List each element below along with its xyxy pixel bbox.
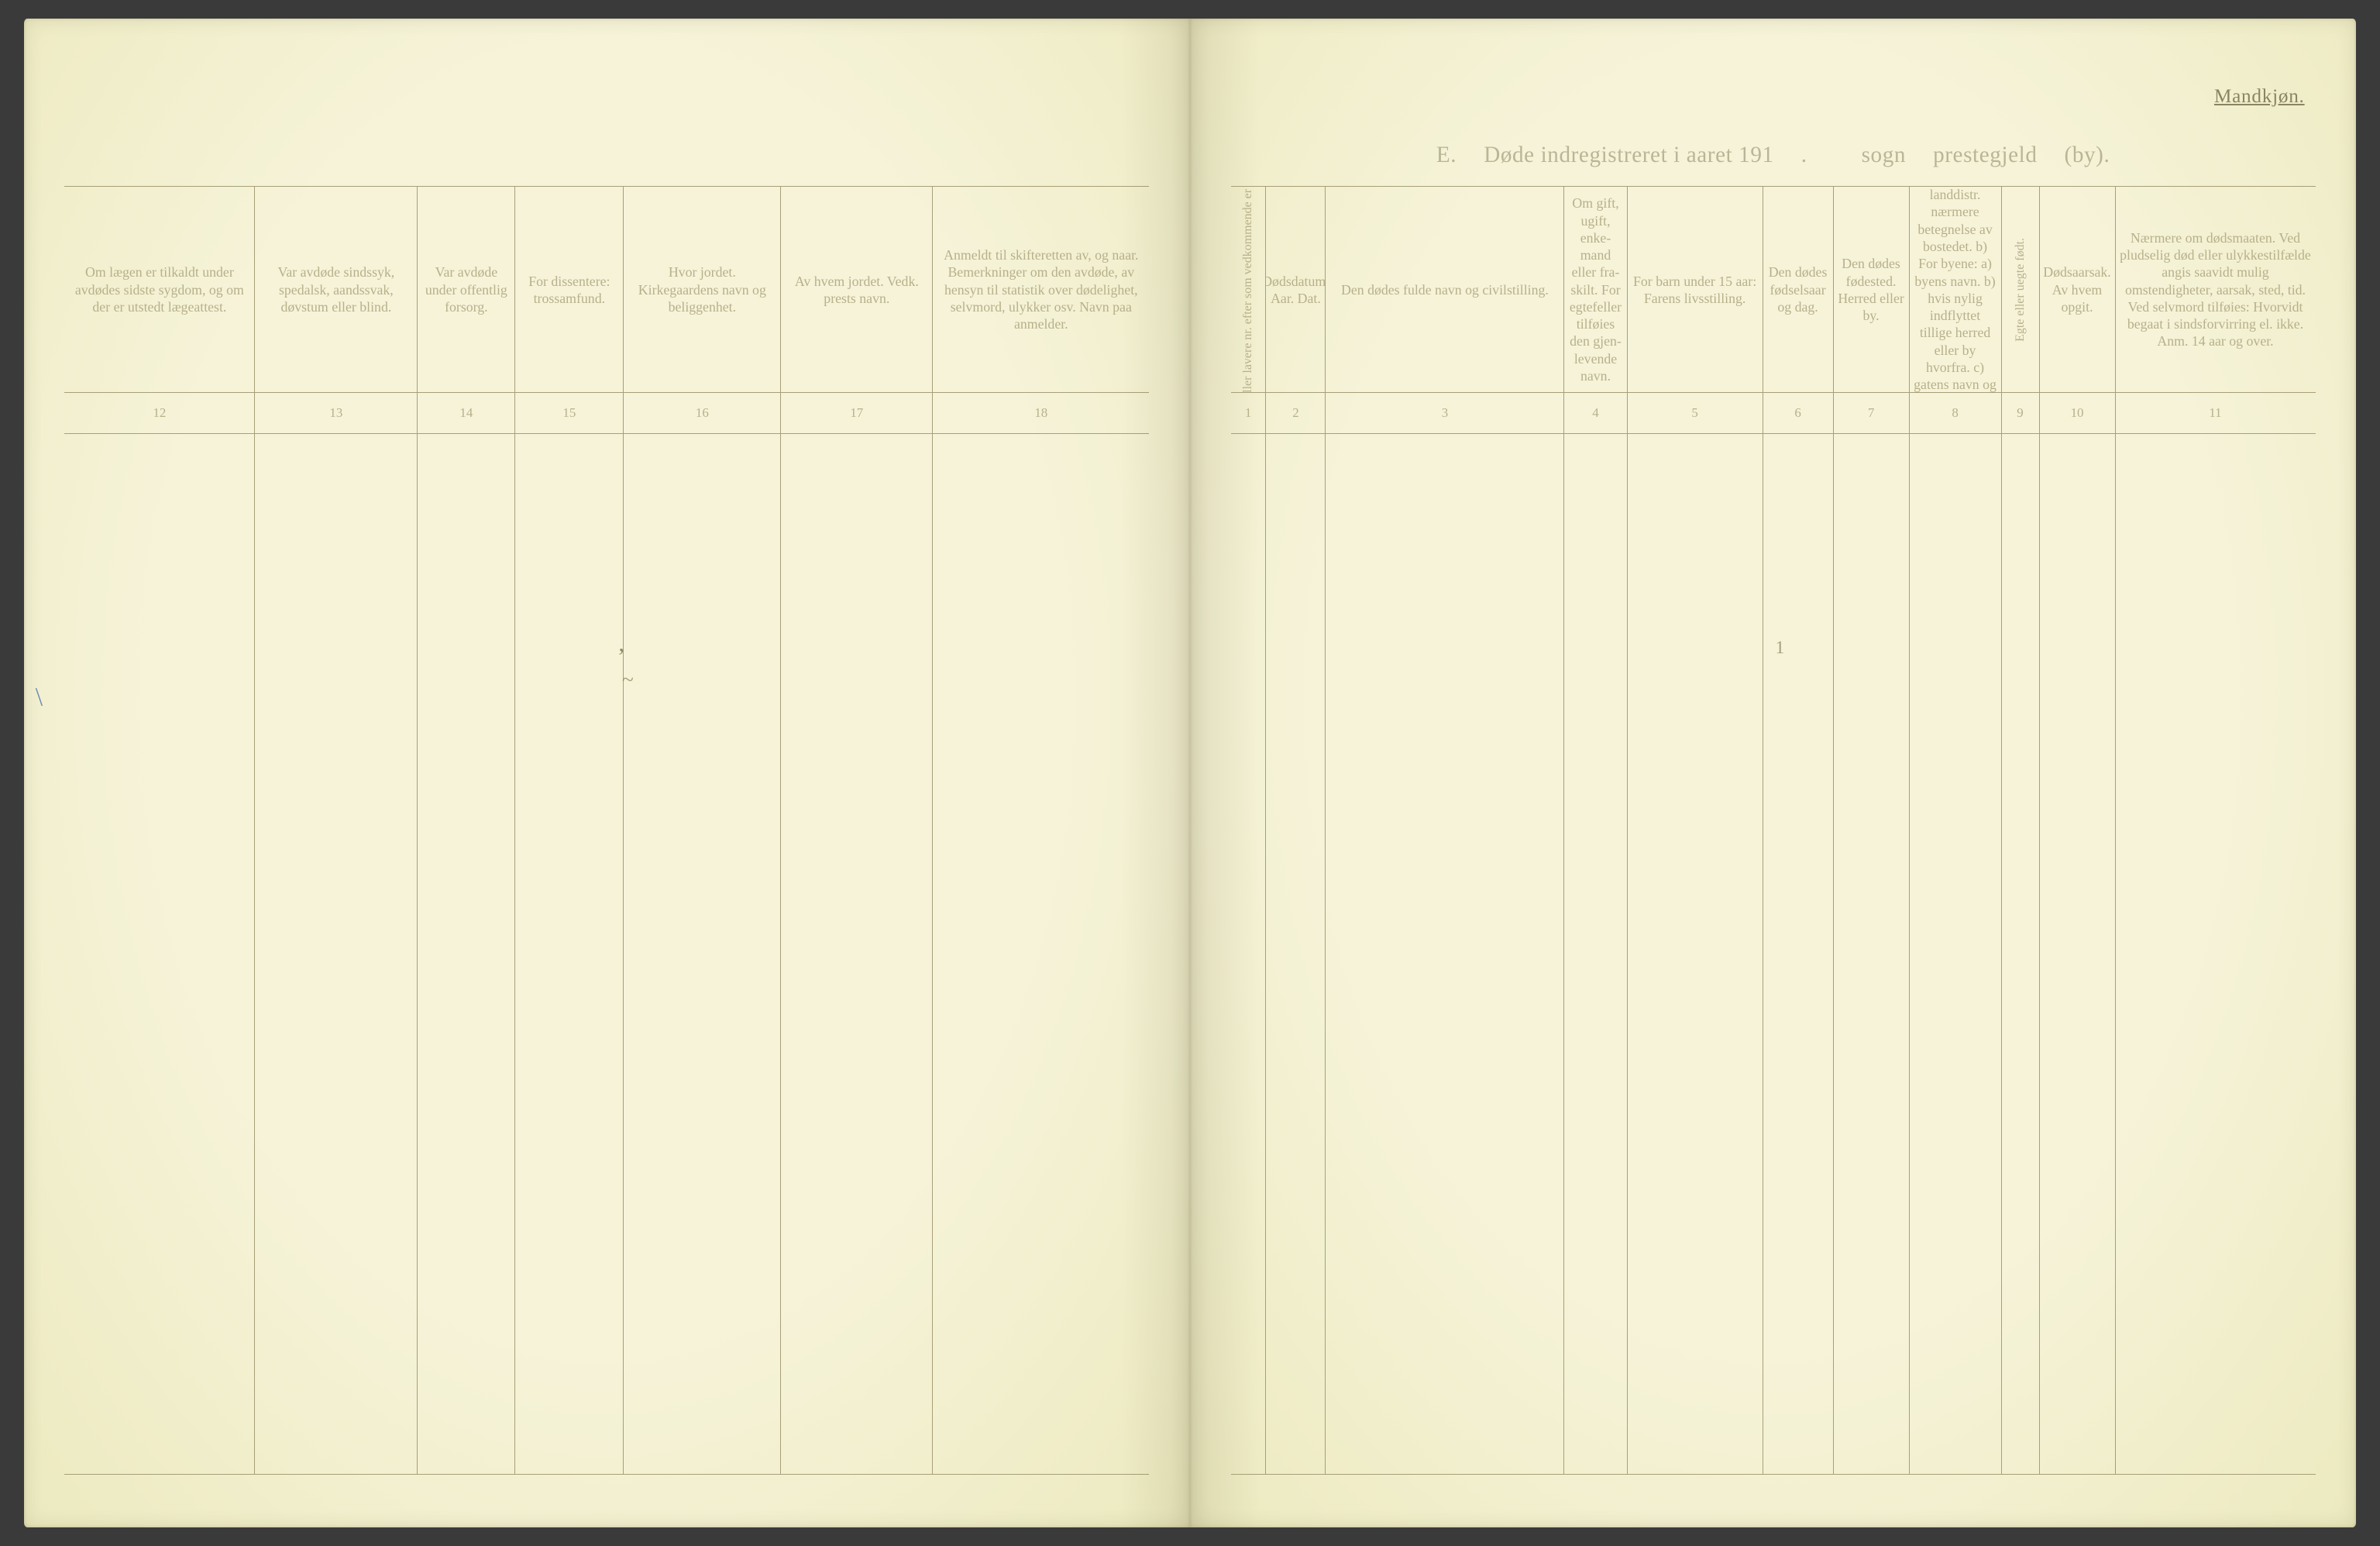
col-header-label-13: Var avdøde sindssyk, spedalsk, aandssvak… [259, 263, 413, 315]
col-number-10: 10 [2039, 393, 2115, 433]
title-suffix: . [1801, 143, 1807, 168]
col-header-label-15: For dissentere: trossamfund. [519, 273, 619, 308]
col-header-label-3: Den dødes fulde navn og civilstilling. [1341, 281, 1549, 298]
col-header-label-4: Om gift, ugift, enke-mand eller fra-skil… [1568, 195, 1622, 384]
col-number-17: 17 [780, 393, 932, 433]
page-left: Mandkjøn. Om lægen er tilkaldt under avd… [24, 19, 1190, 1527]
colnum-row-right: 1234567891011 [1231, 393, 2316, 434]
col-header-label-1: Nummer i hver maaned for sig. Høiere ell… [1240, 187, 1256, 392]
col-body-4 [1563, 434, 1626, 1474]
col-body-5 [1627, 434, 1763, 1474]
col-header-11: Nærmere om dødsmaaten. Ved pludselig død… [2115, 187, 2316, 392]
col-body-8 [1909, 434, 2001, 1474]
col-header-label-10: Dødsaarsak. Av hvem opgit. [2043, 263, 2110, 315]
col-header-label-18: Anmeldt til skifteretten av, og naar. Be… [937, 246, 1145, 332]
col-number-13: 13 [254, 393, 417, 433]
col-header-label-8: Bosted. a) For landdistr. nærmere betegn… [1913, 187, 1997, 392]
col-header-9: Egte eller uegte født. [2001, 187, 2039, 392]
col-header-5: For barn under 15 aar: Farens livsstilli… [1627, 187, 1763, 392]
col-header-label-14: Var avdøde under offentlig forsorg. [421, 263, 511, 315]
col-body-11 [2115, 434, 2316, 1474]
col-body-9 [2001, 434, 2039, 1474]
ledger-table-left: Om lægen er tilkaldt under avdødes sidst… [64, 186, 1149, 1474]
tbody-right [1231, 434, 2316, 1474]
col-header-17: Av hvem jordet. Vedk. prests navn. [780, 187, 932, 392]
col-header-2: Dødsdatum. Aar. Dat. [1265, 187, 1325, 392]
col-header-label-17: Av hvem jordet. Vedk. prests navn. [785, 273, 928, 308]
thead-left: Om lægen er tilkaldt under avdødes sidst… [64, 187, 1149, 393]
col-body-3 [1325, 434, 1563, 1474]
col-body-6 [1763, 434, 1833, 1474]
colnum-row-left: 12131415161718 [64, 393, 1149, 434]
col-header-label-11: Nærmere om dødsmaaten. Ved pludselig død… [2119, 229, 2311, 350]
col-number-11: 11 [2115, 393, 2316, 433]
city-suffix: (by). [2065, 143, 2110, 168]
col-number-6: 6 [1763, 393, 1833, 433]
col-body-2 [1265, 434, 1325, 1474]
page-right: Mandkjøn. E. Døde indregistreret i aaret… [1190, 19, 2356, 1527]
title-line-left [64, 82, 1149, 173]
col-header-label-9: Egte eller uegte født. [2013, 238, 2028, 342]
col-number-1: 1 [1231, 393, 1266, 433]
col-header-label-2: Dødsdatum. Aar. Dat. [1265, 273, 1325, 308]
col-body-10 [2039, 434, 2115, 1474]
col-header-18: Anmeldt til skifteretten av, og naar. Be… [932, 187, 1149, 392]
open-book: Mandkjøn. Om lægen er tilkaldt under avd… [24, 19, 2357, 1527]
col-header-4: Om gift, ugift, enke-mand eller fra-skil… [1563, 187, 1626, 392]
col-number-16: 16 [623, 393, 780, 433]
thead-right: Nummer i hver maaned for sig. Høiere ell… [1231, 187, 2316, 393]
col-number-3: 3 [1325, 393, 1563, 433]
col-body-15 [514, 434, 623, 1474]
col-body-16 [623, 434, 780, 1474]
col-header-13: Var avdøde sindssyk, spedalsk, aandssvak… [254, 187, 417, 392]
ledger-table-right: Nummer i hver maaned for sig. Høiere ell… [1231, 186, 2316, 1474]
col-header-label-16: Hvor jordet. Kirkegaardens navn og belig… [628, 263, 776, 315]
title-prefix: E. [1436, 143, 1457, 168]
col-header-15: For dissentere: trossamfund. [514, 187, 623, 392]
col-body-17 [780, 434, 932, 1474]
col-body-18 [932, 434, 1149, 1474]
scan-viewport: Mandkjøn. Om lægen er tilkaldt under avd… [0, 0, 2380, 1546]
col-header-label-12: Om lægen er tilkaldt under avdødes sidst… [68, 263, 250, 315]
col-header-12: Om lægen er tilkaldt under avdødes sidst… [64, 187, 254, 392]
col-number-4: 4 [1563, 393, 1626, 433]
form-area-left: Mandkjøn. Om lægen er tilkaldt under avd… [64, 82, 1149, 1475]
col-number-18: 18 [932, 393, 1149, 433]
col-number-8: 8 [1909, 393, 2001, 433]
col-number-15: 15 [514, 393, 623, 433]
sogn-label: sogn [1862, 143, 1906, 168]
col-header-7: Den dødes fødested. Herred eller by. [1833, 187, 1909, 392]
title-line-right: E. Døde indregistreret i aaret 191 . sog… [1231, 82, 2316, 173]
stray-mark-2: \ [36, 683, 43, 712]
col-body-12 [64, 434, 254, 1474]
col-header-16: Hvor jordet. Kirkegaardens navn og belig… [623, 187, 780, 392]
col-header-3: Den dødes fulde navn og civilstilling. [1325, 187, 1563, 392]
tbody-left [64, 434, 1149, 1474]
col-header-14: Var avdøde under offentlig forsorg. [417, 187, 514, 392]
col-header-label-5: For barn under 15 aar: Farens livsstilli… [1631, 273, 1758, 308]
col-body-14 [417, 434, 514, 1474]
col-header-1: Nummer i hver maaned for sig. Høiere ell… [1231, 187, 1266, 392]
col-header-label-7: Den dødes fødested. Herred eller by. [1837, 255, 1904, 324]
col-number-14: 14 [417, 393, 514, 433]
col-header-8: Bosted. a) For landdistr. nærmere betegn… [1909, 187, 2001, 392]
col-body-1 [1231, 434, 1266, 1474]
prestegjeld-label: prestegjeld [1933, 143, 2037, 168]
col-number-2: 2 [1265, 393, 1325, 433]
col-number-7: 7 [1833, 393, 1909, 433]
col-header-10: Dødsaarsak. Av hvem opgit. [2039, 187, 2115, 392]
col-body-13 [254, 434, 417, 1474]
col-number-12: 12 [64, 393, 254, 433]
form-area-right: Mandkjøn. E. Døde indregistreret i aaret… [1231, 82, 2316, 1475]
col-header-label-6: Den dødes fødselsaar og dag. [1766, 263, 1828, 315]
title-main: Døde indregistreret i aaret 191 [1484, 143, 1774, 168]
col-number-9: 9 [2001, 393, 2039, 433]
col-number-5: 5 [1627, 393, 1763, 433]
col-body-7 [1833, 434, 1909, 1474]
col-header-6: Den dødes fødselsaar og dag. [1763, 187, 1833, 392]
